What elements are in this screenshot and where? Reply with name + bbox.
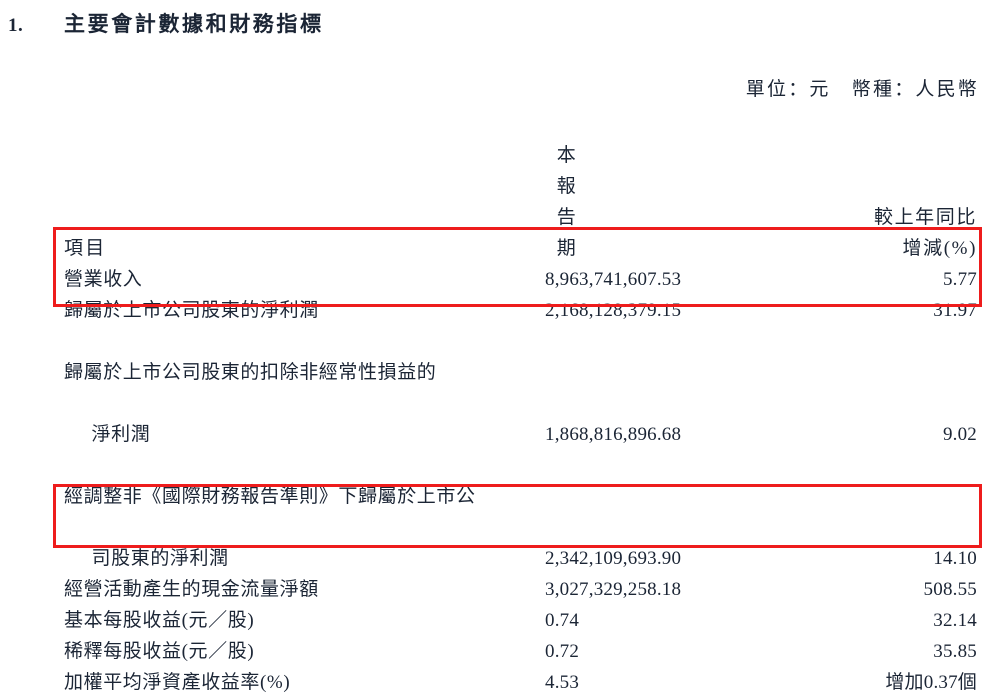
table-row: 歸屬於上市公司股東的扣除非經常性損益的 淨利潤 1,868,816,896.68… (0, 326, 999, 450)
financial-indicators-table: 項目 本報告期 較上年同比 增減(%) 營業收入 8,963,741,607.5… (0, 140, 999, 698)
row-item-label-line2: 司股東的淨利潤 (91, 548, 229, 569)
table-header: 項目 本報告期 較上年同比 增減(%) (0, 140, 999, 264)
row-item-label-line1: 經調整非《國際財務報告準則》下歸屬於上市公 (64, 486, 476, 507)
row-current-period-value: 2,342,109,693.90 (545, 548, 682, 569)
row-yoy-change-value: 5.77 (942, 269, 977, 290)
table-row: 經營活動產生的現金流量淨額 3,027,329,258.18 508.55 (0, 574, 999, 605)
column-header-yoy-line1: 較上年同比 (873, 207, 977, 228)
row-current-period-value: 4.53 (545, 672, 580, 693)
row-current-period-value: 8,963,741,607.53 (545, 269, 682, 290)
row-item-label: 經調整非《國際財務報告準則》下歸屬於上市公 司股東的淨利潤 (0, 450, 545, 574)
section-heading: 1. 主要會計數據和財務指標 (8, 8, 324, 38)
section-number: 1. (8, 15, 24, 36)
page-title: 主要會計數據和財務指標 (64, 12, 324, 36)
table-row: 經調整非《國際財務報告準則》下歸屬於上市公 司股東的淨利潤 2,342,109,… (0, 450, 999, 574)
row-item-label-line2: 淨利潤 (91, 424, 151, 445)
row-current-period-value: 0.74 (545, 610, 580, 631)
table-row: 營業收入 8,963,741,607.53 5.77 (0, 264, 999, 295)
row-yoy-change-value: 14.10 (933, 548, 977, 569)
row-item-label: 基本每股收益(元／股) (64, 610, 255, 631)
unit-currency-note: 單位：元 幣種：人民幣 (745, 79, 979, 100)
row-current-period-value: 2,168,128,379.15 (545, 300, 682, 321)
row-item-label: 歸屬於上市公司股東的扣除非經常性損益的 淨利潤 (0, 326, 545, 450)
row-yoy-change-value: 35.85 (933, 641, 977, 662)
table-row: 歸屬於上市公司股東的淨利潤 2,168,128,379.15 31.97 (0, 295, 999, 326)
row-current-period-value: 0.72 (545, 641, 580, 662)
row-item-label: 營業收入 (64, 269, 143, 290)
row-current-period-value: 1,868,816,896.68 (545, 424, 682, 445)
row-yoy-change-value: 508.55 (923, 579, 977, 600)
column-header-item: 項目 (64, 238, 107, 259)
row-item-label-line1: 歸屬於上市公司股東的扣除非經常性損益的 (64, 362, 437, 383)
row-yoy-change-value: 9.02 (942, 424, 977, 445)
column-header-yoy-line2: 增減(%) (902, 238, 977, 259)
row-item-label: 歸屬於上市公司股東的淨利潤 (64, 300, 319, 321)
table-row: 加權平均淨資產收益率(%) 4.53 增加0.37個 (0, 667, 999, 698)
table-row: 基本每股收益(元／股) 0.74 32.14 (0, 605, 999, 636)
table-body: 營業收入 8,963,741,607.53 5.77 歸屬於上市公司股東的淨利潤… (0, 264, 999, 698)
column-header-current-period: 本報告期 (556, 145, 578, 259)
table-row: 稀釋每股收益(元／股) 0.72 35.85 (0, 636, 999, 667)
column-header-yoy-change: 較上年同比 增減(%) (790, 140, 999, 264)
row-yoy-change-value: 增加0.37個 (885, 672, 977, 693)
header-row: 項目 本報告期 較上年同比 增減(%) (0, 140, 999, 264)
row-item-label: 加權平均淨資產收益率(%) (64, 672, 291, 693)
row-item-label: 稀釋每股收益(元／股) (64, 641, 255, 662)
row-yoy-change-value: 31.97 (933, 300, 977, 321)
row-current-period-value: 3,027,329,258.18 (545, 579, 682, 600)
row-yoy-change-value: 32.14 (933, 610, 977, 631)
row-item-label: 經營活動產生的現金流量淨額 (64, 579, 319, 600)
